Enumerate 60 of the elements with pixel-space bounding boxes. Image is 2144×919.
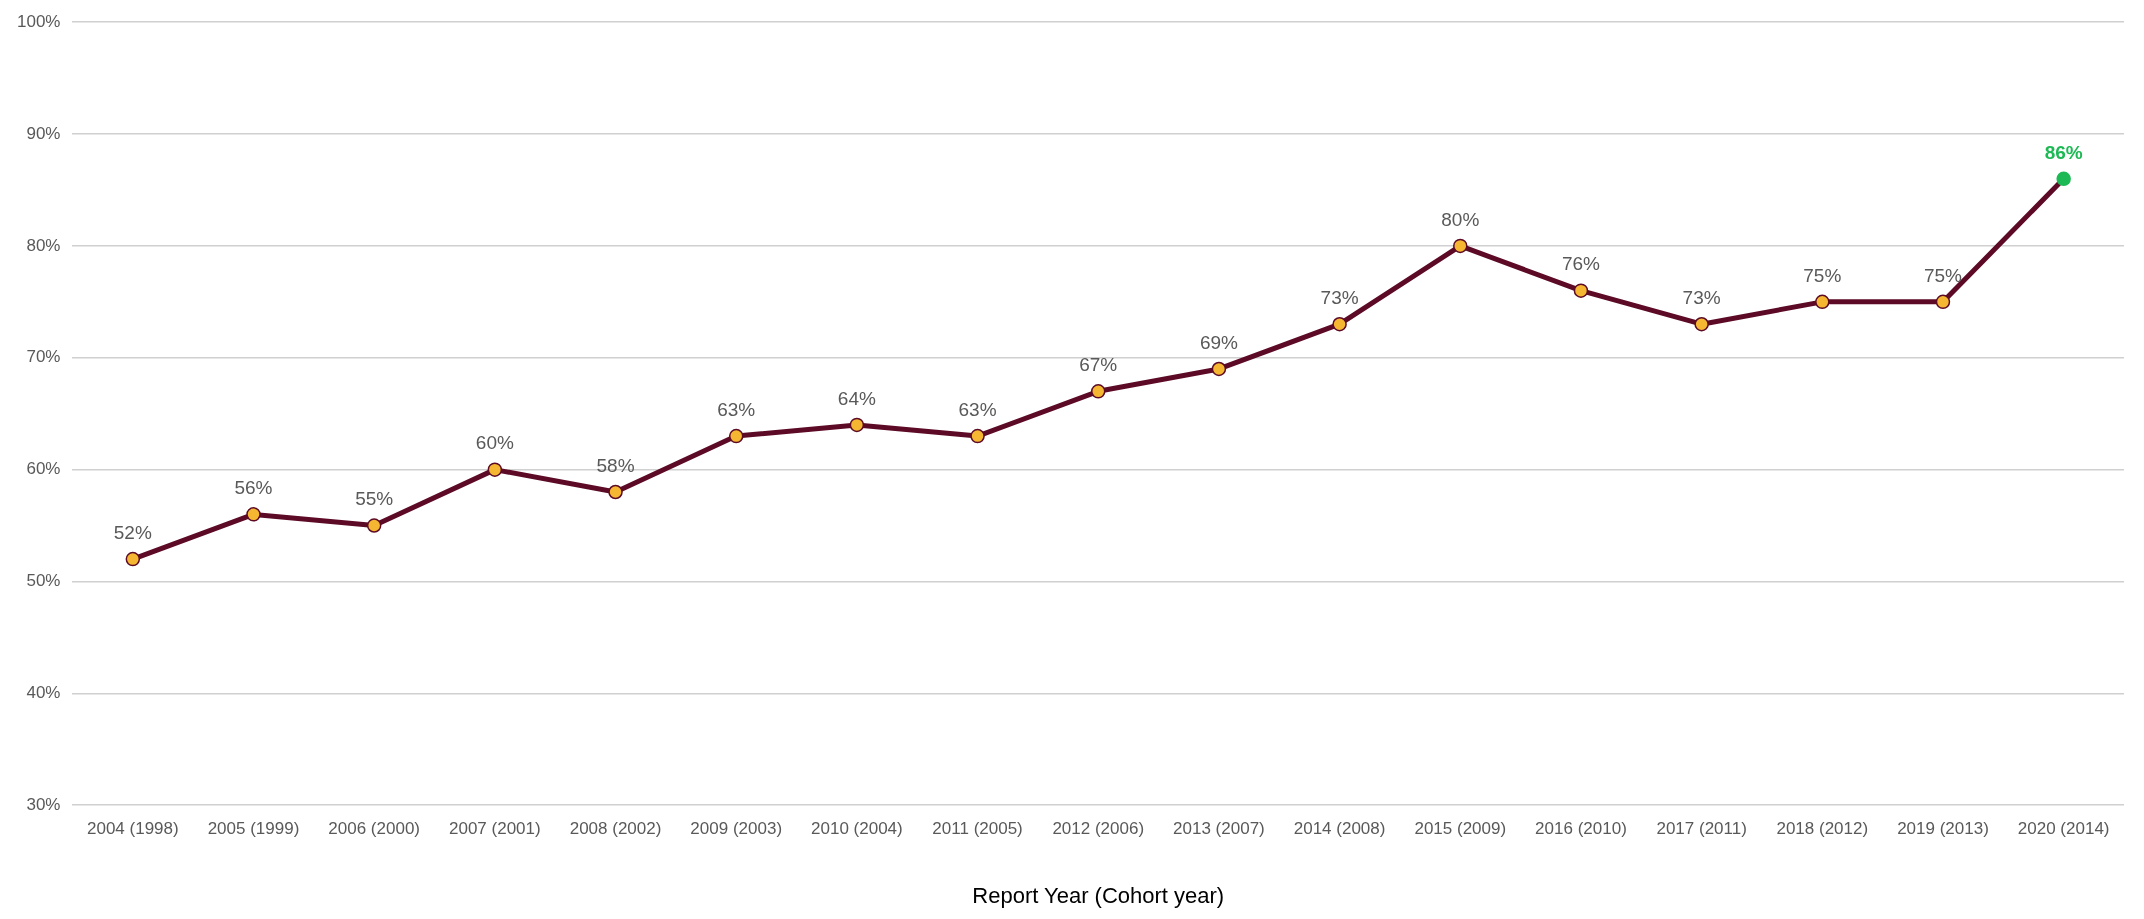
x-tick-label: 2017 (2011) <box>1656 819 1747 839</box>
x-tick-label: 2006 (2000) <box>328 819 421 839</box>
x-tick-label: 2015 (2009) <box>1414 819 1507 839</box>
data-label: 63% <box>717 398 756 420</box>
point <box>608 484 623 500</box>
x-tick-label: 2012 (2006) <box>1052 819 1145 839</box>
point <box>1694 316 1709 332</box>
x-tick-label: 2016 (2010) <box>1535 819 1627 839</box>
point <box>1573 283 1589 298</box>
y-tick-label: 100% <box>17 11 61 31</box>
data-label: 56% <box>234 477 273 499</box>
point <box>125 551 141 567</box>
data-label: 67% <box>1079 354 1118 376</box>
y-tick-label: 90% <box>26 123 61 143</box>
x-axis-title: Report Year (Cohort year) <box>972 882 1225 908</box>
point <box>487 462 503 477</box>
data-label: 73% <box>1682 286 1721 308</box>
y-tick-label: 50% <box>26 571 61 591</box>
x-tick-label: 2009 (2003) <box>690 819 783 839</box>
data-label: 69% <box>1199 331 1239 353</box>
data-label: 75% <box>1923 264 1963 286</box>
y-tick-label: 70% <box>26 347 61 367</box>
data-label: 75% <box>1803 264 1842 286</box>
point <box>1332 316 1347 332</box>
point <box>1090 384 1106 399</box>
x-tick-label: 2020 (2014) <box>2017 819 2110 839</box>
data-label: 80% <box>1441 208 1480 230</box>
x-tick-label: 2010 (2004) <box>811 819 903 839</box>
data-label: 60% <box>475 432 514 454</box>
point <box>970 428 985 444</box>
data-label: 86% <box>2044 141 2083 163</box>
point <box>246 507 261 522</box>
x-tick-label: 2011 (2005) <box>932 819 1023 839</box>
x-tick-label: 2008 (2002) <box>569 819 662 839</box>
point <box>1211 361 1227 377</box>
point <box>1453 238 1468 254</box>
point <box>1935 294 1951 310</box>
data-label: 58% <box>596 454 635 476</box>
y-tick-label: 60% <box>26 459 61 479</box>
data-label: 52% <box>113 521 152 543</box>
data-label: 63% <box>958 398 997 420</box>
x-tick-label: 2005 (1999) <box>207 819 300 839</box>
point <box>849 417 865 433</box>
data-label: 76% <box>1561 253 1601 275</box>
y-tick-label: 30% <box>26 794 61 814</box>
y-tick-label: 80% <box>26 235 61 255</box>
x-tick-label: 2013 (2007) <box>1173 819 1265 839</box>
y-tick-label: 40% <box>26 683 61 703</box>
data-label: 55% <box>355 488 394 510</box>
x-tick-label: 2019 (2013) <box>1897 819 1989 839</box>
x-tick-label: 2007 (2001) <box>449 819 541 839</box>
point <box>728 428 744 444</box>
data-label: 73% <box>1320 286 1359 308</box>
x-tick-label: 2004 (1998) <box>86 819 179 839</box>
point <box>2056 171 2071 187</box>
x-tick-label: 2014 (2008) <box>1293 819 1386 839</box>
point <box>1815 294 1830 310</box>
x-tick-label: 2018 (2012) <box>1776 819 1869 839</box>
point <box>366 518 382 533</box>
data-label: 64% <box>837 387 876 409</box>
